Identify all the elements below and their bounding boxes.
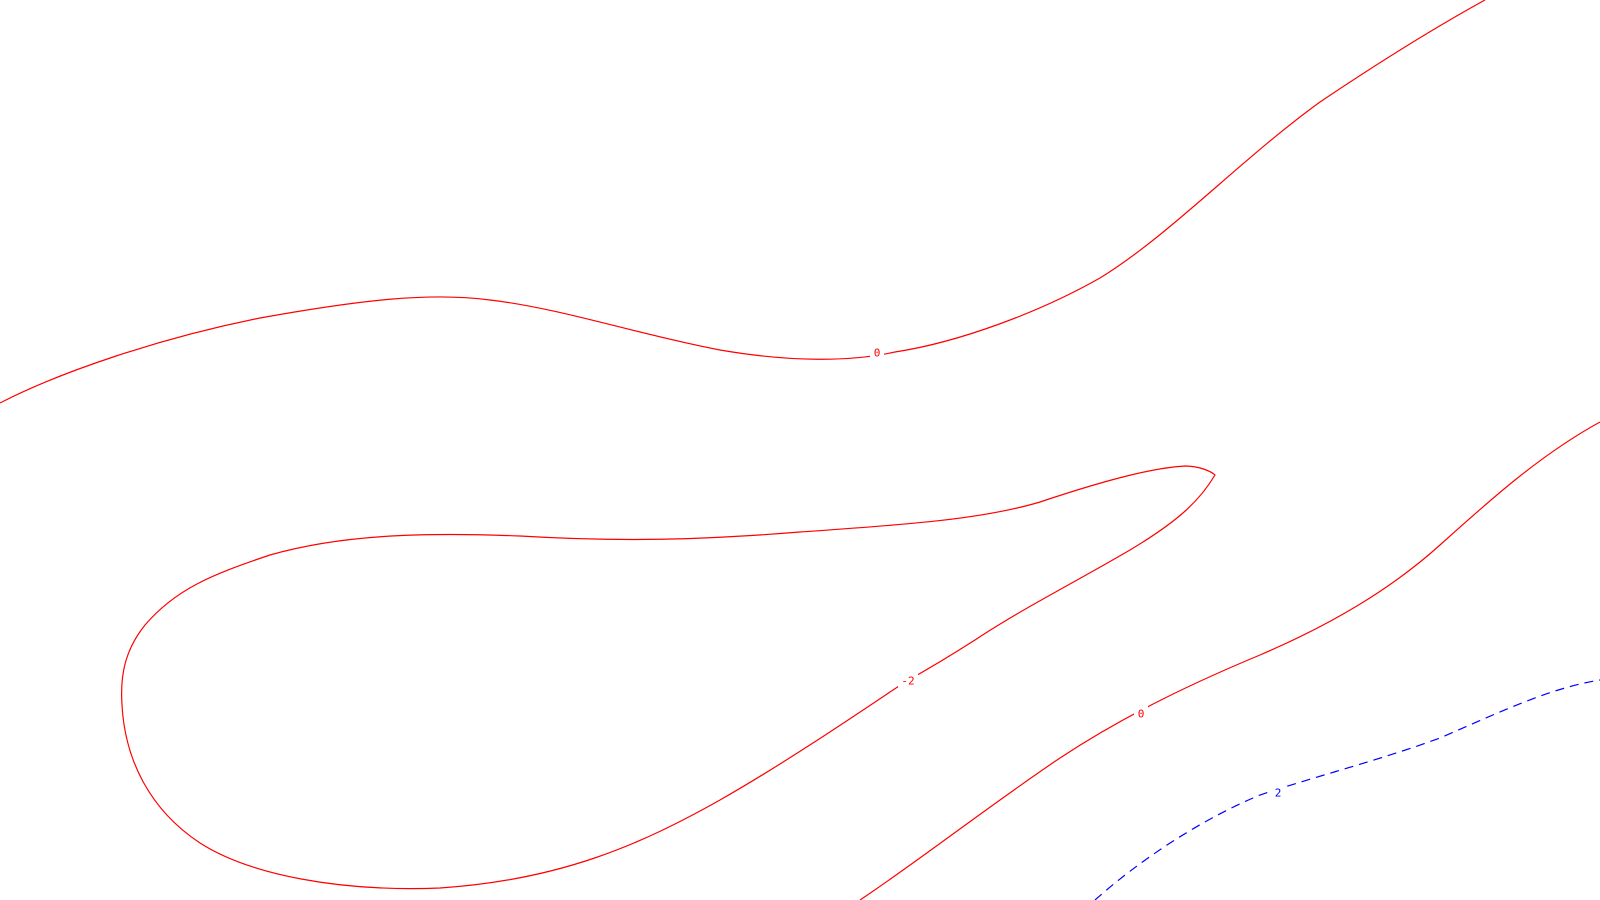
label-bg-lower-zero bbox=[1134, 706, 1148, 720]
contour-upper-zero: 0 bbox=[0, 0, 1486, 404]
contour-label-lower-zero: 0 bbox=[1138, 708, 1145, 721]
contour-label-dashed-two: 2 bbox=[1275, 787, 1282, 800]
label-bg-dashed-two bbox=[1271, 785, 1285, 799]
contour-line-dashed-two bbox=[1094, 679, 1600, 900]
contour-dashed-two: 2 bbox=[1094, 679, 1600, 900]
contour-line-lower-zero bbox=[859, 421, 1600, 900]
contour-line-upper-zero bbox=[0, 0, 1486, 404]
contour-label-closed-minus-two: -2 bbox=[901, 675, 914, 688]
label-bg-upper-zero bbox=[870, 345, 884, 359]
contour-lower-zero: 0 bbox=[859, 421, 1600, 900]
label-bg-closed-minus-two bbox=[898, 673, 918, 687]
contour-label-upper-zero: 0 bbox=[874, 347, 881, 360]
contour-closed-minus-two: -2 bbox=[121, 465, 1216, 890]
contour-line-closed-minus-two bbox=[121, 465, 1216, 890]
